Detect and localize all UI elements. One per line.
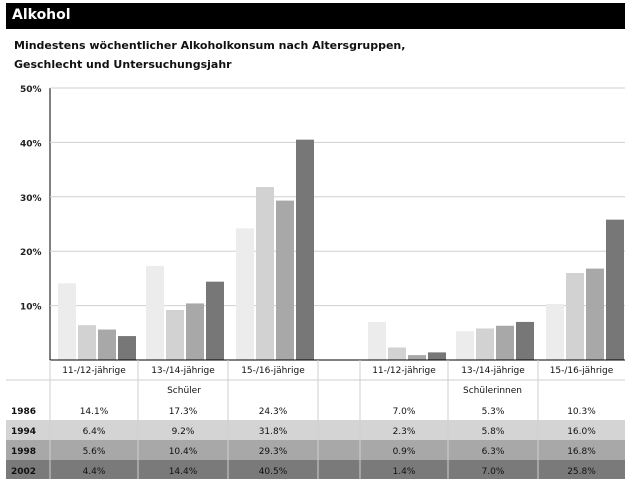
chart-title: Alkohol	[12, 7, 71, 23]
data-label: 16.0%	[567, 427, 596, 437]
chart-title-bar: Alkohol	[6, 3, 625, 29]
data-label: 10.3%	[567, 407, 596, 417]
data-label: 10.4%	[169, 447, 198, 457]
group-label: Schüler	[167, 386, 201, 396]
category-label: 11-/12-jährige	[372, 366, 436, 376]
category-label: 13-/14-jährige	[461, 366, 525, 376]
data-label: 29.3%	[259, 447, 288, 457]
data-label: 6.4%	[83, 427, 106, 437]
data-label: 5.6%	[83, 447, 106, 457]
bar	[206, 281, 224, 360]
bar	[496, 325, 514, 360]
category-label: 13-/14-jährige	[151, 366, 215, 376]
bar	[456, 331, 474, 360]
data-label: 1.4%	[393, 467, 416, 477]
bar	[408, 355, 426, 360]
bar	[546, 303, 564, 360]
year-label: 1998	[11, 447, 36, 457]
y-tick-label: 30%	[20, 194, 42, 204]
subtitle-line-2: Geschlecht und Untersuchungsjahr	[14, 58, 232, 71]
y-tick-label: 20%	[20, 248, 42, 258]
bar	[428, 352, 446, 360]
bar	[256, 187, 274, 360]
data-label: 24.3%	[259, 407, 288, 417]
bar	[186, 303, 204, 360]
bar	[78, 325, 96, 360]
data-label: 31.8%	[259, 427, 288, 437]
table-row-background	[6, 440, 625, 460]
bar	[368, 321, 386, 360]
bar	[476, 328, 494, 360]
data-label: 5.8%	[482, 427, 505, 437]
bar	[118, 336, 136, 360]
bar	[586, 268, 604, 360]
data-label: 7.0%	[482, 467, 505, 477]
data-label: 2.3%	[393, 427, 416, 437]
bar	[58, 283, 76, 360]
data-label: 16.8%	[567, 447, 596, 457]
year-label: 2002	[11, 467, 36, 477]
table-row-background	[6, 420, 625, 440]
data-label: 7.0%	[393, 407, 416, 417]
bar	[98, 329, 116, 360]
bar	[566, 272, 584, 360]
bar	[146, 265, 164, 360]
category-label: 15-/16-jährige	[241, 366, 305, 376]
year-label: 1986	[11, 407, 36, 417]
data-label: 40.5%	[259, 467, 288, 477]
y-tick-label: 40%	[20, 139, 42, 149]
bar	[388, 347, 406, 360]
chart-subtitle: Mindestens wöchentlicher Alkoholkonsum n…	[14, 36, 614, 74]
data-label: 14.4%	[169, 467, 198, 477]
data-label: 25.8%	[567, 467, 596, 477]
year-label: 1994	[11, 427, 36, 437]
bar	[236, 228, 254, 360]
table-row-background	[6, 400, 625, 420]
bar	[276, 200, 294, 360]
data-label: 17.3%	[169, 407, 198, 417]
category-label: 15-/16-jährige	[550, 366, 614, 376]
data-label: 6.3%	[482, 447, 505, 457]
y-tick-label: 50%	[20, 85, 42, 95]
bar	[296, 139, 314, 360]
subtitle-line-1: Mindestens wöchentlicher Alkoholkonsum n…	[14, 39, 406, 52]
y-tick-label: 10%	[20, 303, 42, 313]
group-label: Schülerinnen	[463, 386, 522, 396]
bar	[166, 309, 184, 360]
category-label: 11-/12-jährige	[62, 366, 126, 376]
bar	[516, 321, 534, 360]
data-label: 0.9%	[393, 447, 416, 457]
table-row-background	[6, 460, 625, 479]
bar	[606, 219, 624, 360]
data-label: 4.4%	[83, 467, 106, 477]
data-label: 5.3%	[482, 407, 505, 417]
data-label: 9.2%	[172, 427, 195, 437]
data-label: 14.1%	[80, 407, 109, 417]
